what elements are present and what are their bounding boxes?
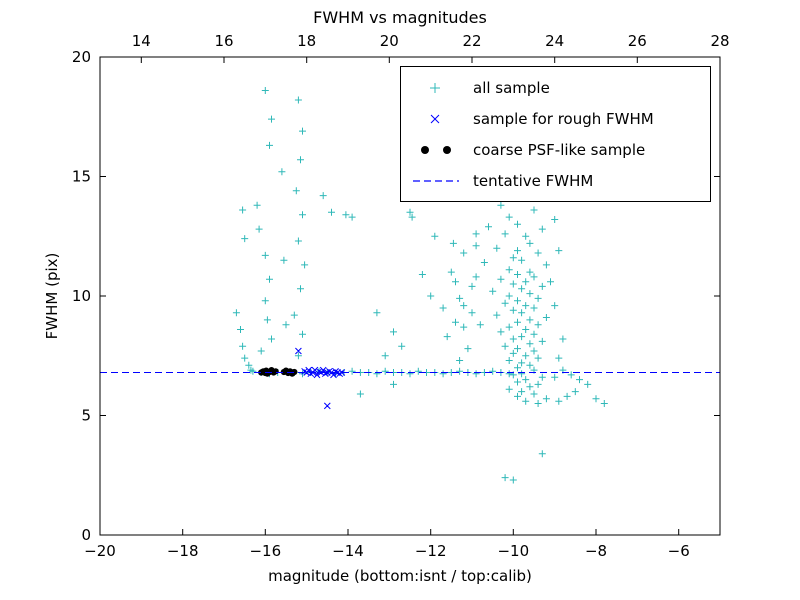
chart-title: FWHM vs magnitudes (313, 8, 487, 27)
dashed-line-legend-marker-icon (413, 179, 459, 182)
top-tick-label: 20 (380, 32, 399, 50)
legend-item-label: all sample (473, 78, 550, 97)
top-tick-label: 22 (462, 32, 481, 50)
x-tick-label: −8 (585, 542, 607, 560)
x-legend-marker-icon (430, 114, 440, 123)
top-tick-label: 18 (297, 32, 316, 50)
axis-ticks: −20 −18 −16 −14 −12 −10 −8 −6 14 16 18 20 22 24 26 28 0 5… (72, 32, 730, 560)
dot-marker (272, 368, 279, 375)
x-tick-label: −18 (167, 542, 199, 560)
y-tick-label: 20 (72, 48, 91, 66)
legend-item-sample-for-rough-fwhm: sample for rough FWHM (409, 103, 702, 134)
top-tick-label: 28 (710, 32, 729, 50)
legend-item-coarse-psf-like-sample: coarse PSF-like sample (409, 134, 702, 165)
x-tick-label: −16 (249, 542, 281, 560)
x-tick-label: −10 (497, 542, 529, 560)
y-axis-label: FWHM (pix) (43, 252, 61, 340)
dot-marker (291, 368, 298, 376)
top-tick-label: 26 (628, 32, 647, 50)
x-tick-label: −20 (84, 542, 116, 560)
legend-item-all-sample: all sample (409, 72, 702, 103)
top-tick-label: 16 (214, 32, 233, 50)
axes-border (99, 56, 721, 536)
legend-item-label: tentative FWHM (473, 171, 594, 190)
dot-legend-marker-icon (421, 145, 451, 154)
x-tick-label: −14 (332, 542, 364, 560)
y-tick-label: 0 (81, 526, 91, 544)
y-tick-label: 10 (72, 287, 91, 305)
top-tick-label: 24 (545, 32, 564, 50)
legend: all sample sample for rough FWHM coarse PS… (400, 66, 711, 202)
x-tick-label: −12 (415, 542, 447, 560)
top-tick-label: 14 (132, 32, 151, 50)
y-tick-label: 15 (72, 168, 91, 186)
x-tick-label: −6 (668, 542, 690, 560)
legend-item-label: sample for rough FWHM (473, 109, 654, 128)
legend-item-tentative-fwhm: tentative FWHM (409, 165, 702, 196)
y-tick-label: 5 (81, 407, 91, 425)
plus-legend-marker-icon (430, 82, 440, 93)
x-axis-label: magnitude (bottom:isnt / top:calib) (268, 567, 532, 585)
legend-item-label: coarse PSF-like sample (473, 140, 646, 159)
